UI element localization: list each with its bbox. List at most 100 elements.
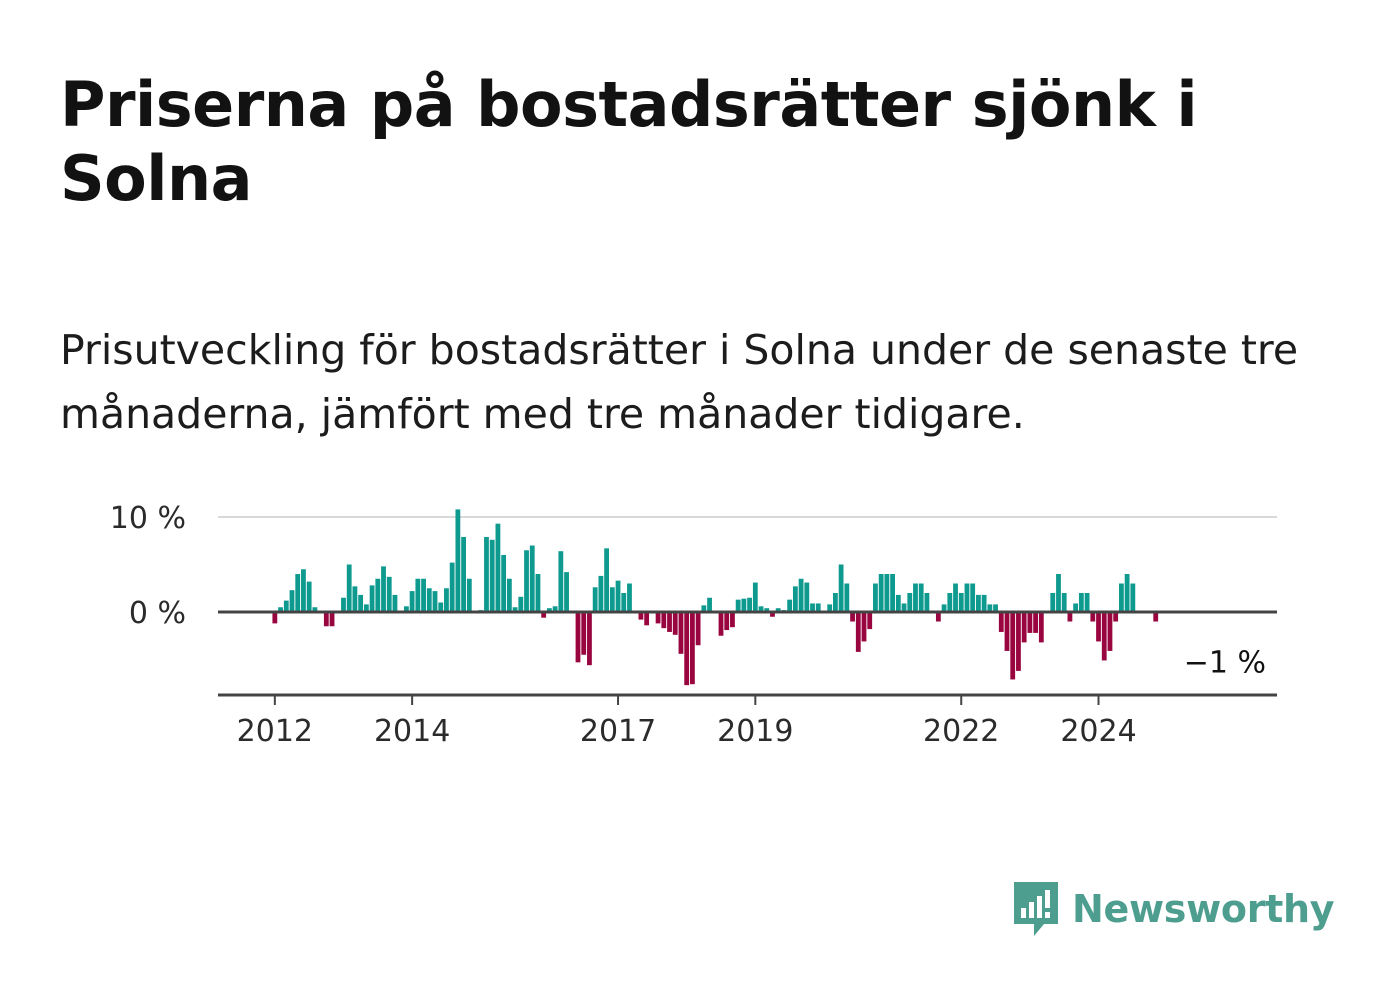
bar bbox=[701, 605, 707, 612]
bar bbox=[690, 612, 695, 685]
bar bbox=[278, 607, 283, 612]
bar bbox=[804, 582, 810, 612]
bar bbox=[283, 600, 289, 612]
bar bbox=[564, 572, 569, 612]
bar bbox=[604, 548, 609, 612]
bar bbox=[1107, 612, 1113, 651]
bar bbox=[1119, 583, 1124, 612]
bar bbox=[363, 604, 369, 612]
bar bbox=[489, 539, 495, 612]
brand-name: Newsworthy bbox=[1072, 887, 1335, 931]
bar bbox=[512, 607, 518, 612]
bar bbox=[884, 574, 890, 612]
bar bbox=[1130, 583, 1136, 612]
bar bbox=[798, 578, 804, 612]
bar bbox=[792, 586, 798, 612]
bar bbox=[1027, 612, 1033, 633]
bar bbox=[998, 612, 1004, 632]
bar bbox=[272, 612, 278, 624]
bar bbox=[301, 569, 306, 612]
bar bbox=[1124, 574, 1130, 612]
bar bbox=[375, 578, 381, 612]
bar bbox=[655, 612, 661, 624]
bar bbox=[1067, 612, 1073, 622]
x-tick-label: 2014 bbox=[374, 714, 450, 749]
bar bbox=[1050, 593, 1056, 612]
bar bbox=[935, 612, 941, 622]
bar bbox=[587, 612, 592, 666]
bar bbox=[415, 578, 421, 612]
bar bbox=[890, 574, 895, 612]
bar bbox=[592, 587, 598, 612]
bar bbox=[861, 612, 867, 642]
bar bbox=[1021, 612, 1027, 643]
bar bbox=[312, 607, 318, 612]
bar bbox=[306, 581, 312, 612]
bar bbox=[850, 612, 855, 622]
x-tick-label: 2012 bbox=[237, 714, 313, 749]
bar bbox=[1101, 612, 1107, 661]
bar bbox=[844, 583, 850, 612]
bar bbox=[392, 594, 398, 612]
bar bbox=[907, 593, 913, 612]
bar bbox=[878, 574, 884, 612]
bar bbox=[987, 604, 993, 612]
bar bbox=[873, 583, 878, 612]
bar bbox=[501, 555, 507, 612]
bar bbox=[667, 612, 672, 632]
bar bbox=[947, 593, 953, 612]
bar bbox=[552, 606, 558, 612]
bar bbox=[867, 612, 873, 630]
bar bbox=[506, 578, 512, 612]
bar bbox=[615, 580, 621, 612]
bar bbox=[764, 608, 770, 612]
bar bbox=[724, 612, 730, 631]
bar bbox=[461, 536, 466, 612]
bar bbox=[358, 594, 364, 612]
bar bbox=[964, 583, 970, 612]
bar bbox=[895, 594, 901, 612]
bar bbox=[1004, 612, 1010, 651]
bar bbox=[672, 612, 678, 635]
bar bbox=[352, 586, 358, 612]
bar bbox=[409, 591, 415, 612]
bar bbox=[770, 612, 775, 617]
bar bbox=[455, 509, 461, 612]
bar bbox=[1073, 603, 1079, 612]
bar bbox=[787, 599, 793, 612]
bar bbox=[1084, 593, 1090, 612]
bar bbox=[541, 612, 547, 618]
bar bbox=[524, 550, 529, 612]
bar bbox=[718, 612, 724, 636]
bar bbox=[1096, 612, 1101, 642]
bar bbox=[404, 606, 409, 612]
bar bbox=[432, 591, 438, 612]
bar bbox=[627, 583, 632, 612]
x-tick-label: 2022 bbox=[923, 714, 999, 749]
bar bbox=[421, 578, 426, 612]
bar bbox=[981, 594, 987, 612]
bar bbox=[329, 612, 335, 627]
bar bbox=[535, 574, 541, 612]
bar bbox=[346, 564, 352, 612]
bar bbox=[598, 575, 604, 612]
bar bbox=[547, 608, 552, 612]
bar bbox=[386, 576, 392, 612]
y-axis-labels: 10 % 0 % bbox=[110, 501, 186, 631]
bar bbox=[707, 597, 712, 612]
bar bbox=[695, 612, 701, 646]
y-tick-label: 10 % bbox=[110, 501, 186, 536]
bar bbox=[661, 612, 667, 629]
x-axis-ticks: 2012 2014 2017 2019 2022 2024 bbox=[237, 695, 1137, 749]
bar bbox=[466, 578, 472, 612]
bar bbox=[901, 603, 907, 612]
bar bbox=[1056, 574, 1061, 612]
bar-chart: 10 % 0 % 2012 2014 2017 2019 2022 2024 −1 % bbox=[110, 501, 1277, 749]
last-value-annotation: −1 % bbox=[1184, 646, 1266, 681]
bar bbox=[621, 593, 627, 612]
bar bbox=[575, 612, 581, 663]
bar bbox=[558, 551, 564, 612]
bar bbox=[775, 608, 781, 612]
x-tick-label: 2017 bbox=[580, 714, 656, 749]
newsworthy-logo-icon bbox=[1014, 882, 1058, 936]
